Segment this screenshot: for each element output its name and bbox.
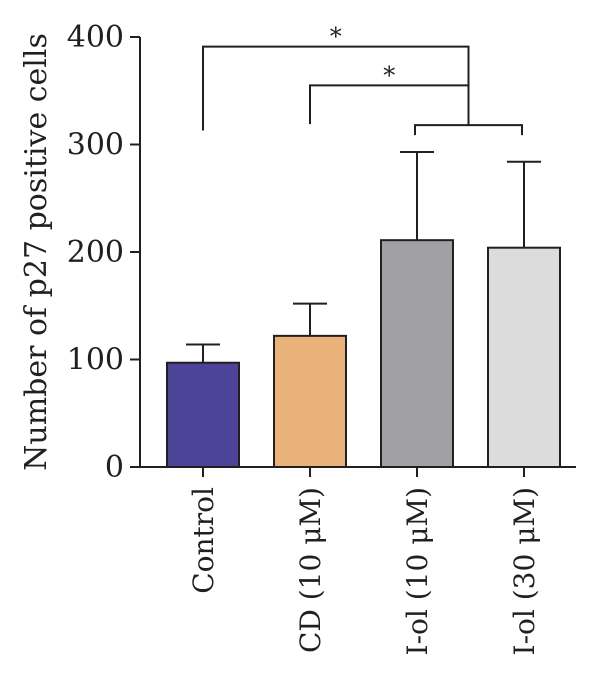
bar <box>380 239 454 468</box>
x-category-label: I-ol (30 μM) <box>508 487 541 655</box>
y-tick-label: 400 <box>67 20 124 55</box>
y-tick-label: 200 <box>67 235 124 270</box>
y-tick-label: 300 <box>67 128 124 163</box>
significance-star: * <box>330 23 342 51</box>
bar <box>487 246 561 468</box>
y-tick-label: 100 <box>67 343 124 378</box>
y-tick-label: 0 <box>105 450 124 485</box>
x-category-label: I-ol (10 μM) <box>401 487 434 655</box>
bars <box>166 151 561 469</box>
y-axis-title: Number of p27 positive cells <box>19 33 54 471</box>
significance-bracket <box>309 84 470 126</box>
significance-brackets: ** <box>202 23 523 136</box>
bar <box>166 361 240 469</box>
x-category-label: Control <box>187 487 220 594</box>
significance-bracket <box>202 45 470 131</box>
x-axis: Control CD (10 μM) I-ol (10 μM) I-ol (30 μM… <box>140 466 576 655</box>
significance-star: * <box>383 61 395 89</box>
bar <box>273 334 347 468</box>
x-category-label: CD (10 μM) <box>294 487 327 653</box>
y-axis: 0 100 200 300 400 <box>67 20 141 485</box>
group-bracket <box>414 124 523 136</box>
